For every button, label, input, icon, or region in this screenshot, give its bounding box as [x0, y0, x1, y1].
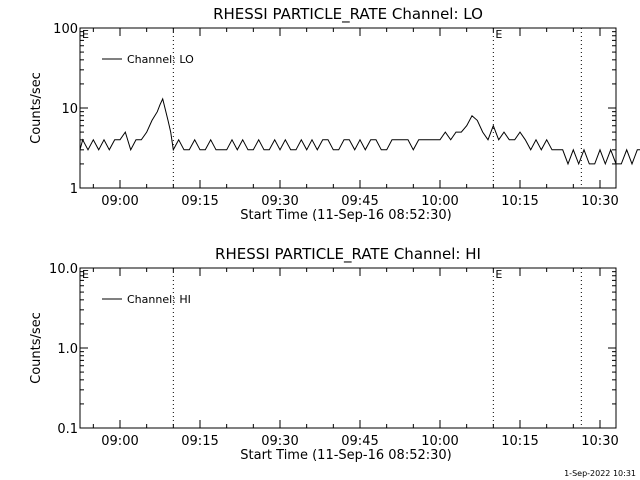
x-tick-label: 09:00 — [101, 434, 138, 449]
flag-label: E — [82, 268, 89, 281]
flag-label: E — [495, 268, 502, 281]
x-tick-label: 09:30 — [261, 434, 298, 449]
x-tick-label: 09:00 — [101, 194, 138, 209]
x-tick-label: 10:15 — [501, 194, 538, 209]
legend-label: Channel: HI — [127, 293, 191, 306]
series-line — [79, 97, 640, 166]
x-tick-label: 09:30 — [261, 194, 298, 209]
y-tick-label: 0.1 — [57, 422, 78, 437]
plot-frame — [79, 27, 617, 189]
x-tick-label: 10:00 — [421, 434, 458, 449]
flag-label: E — [82, 28, 89, 41]
y-tick-label: 10 — [61, 102, 78, 117]
y-axis-label: Counts/sec — [29, 72, 44, 144]
chart-lo: RHESSI PARTICLE_RATE Channel: LO 1 10 100 09… — [29, 5, 640, 223]
legend-label: Channel: LO — [127, 53, 194, 66]
x-tick-label: 10:15 — [501, 434, 538, 449]
timestamp-stamp: 1-Sep-2022 10:31 — [564, 469, 636, 478]
flag-label: E — [495, 28, 502, 41]
x-tick-label: 10:30 — [581, 434, 618, 449]
x-tick-label: 09:15 — [181, 194, 218, 209]
x-tick-label: 10:00 — [421, 194, 458, 209]
x-tick-label: 09:45 — [341, 194, 378, 209]
x-axis-label: Start Time (11-Sep-16 08:52:30) — [240, 448, 451, 463]
x-axis-label: Start Time (11-Sep-16 08:52:30) — [240, 208, 451, 223]
x-tick-label: 09:45 — [341, 434, 378, 449]
y-tick-label: 10.0 — [49, 262, 78, 277]
chart-hi: RHESSI PARTICLE_RATE Channel: HI 0.1 1.0 10… — [29, 245, 619, 463]
y-tick-label: 1 — [70, 182, 78, 197]
y-tick-label: 100 — [53, 22, 78, 37]
plot-frame — [79, 267, 617, 429]
x-tick-label: 09:15 — [181, 434, 218, 449]
y-axis-label: Counts/sec — [29, 312, 44, 384]
y-tick-label: 1.0 — [57, 342, 78, 357]
chart-title: RHESSI PARTICLE_RATE Channel: HI — [215, 245, 481, 264]
x-tick-label: 10:30 — [581, 194, 618, 209]
chart-title: RHESSI PARTICLE_RATE Channel: LO — [213, 5, 483, 24]
